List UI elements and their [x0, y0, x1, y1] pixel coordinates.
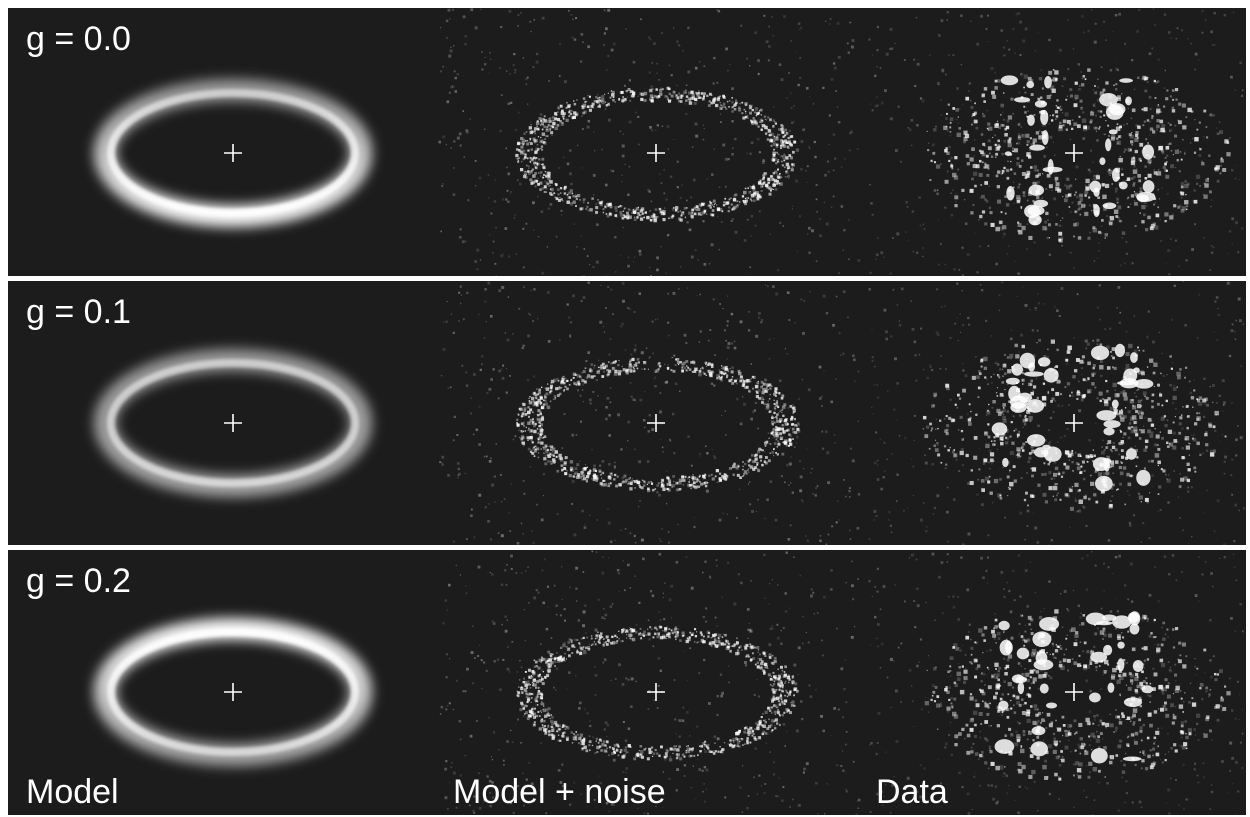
- row-0-panels: [94, 8, 1244, 276]
- noise-ring: [439, 281, 861, 545]
- center-cross-icon: [1065, 683, 1083, 701]
- data-image: [868, 281, 1246, 545]
- model-ring: [107, 359, 359, 487]
- column-label-model-noise: Model + noise: [453, 773, 666, 811]
- noise-ring: [439, 550, 861, 815]
- row-g-0-0: g = 0.0: [8, 8, 1246, 276]
- column-label-data: Data: [876, 773, 948, 811]
- row-label: g = 0.0: [26, 20, 131, 58]
- center-cross-icon: [224, 683, 242, 701]
- row-1-panels: [94, 281, 1246, 545]
- center-cross-icon: [224, 414, 242, 432]
- noise-ring: [438, 8, 861, 276]
- center-cross-icon: [647, 414, 665, 432]
- model-ring: [107, 628, 359, 756]
- data-image: [868, 8, 1244, 276]
- row-g-0-2: g = 0.2 Model Model + noise Data: [8, 550, 1246, 815]
- center-cross-icon: [1065, 414, 1083, 432]
- row-g-0-1: g = 0.1: [8, 281, 1246, 545]
- center-cross-icon: [647, 144, 665, 162]
- row-2-panels: [94, 550, 1244, 815]
- center-cross-icon: [224, 144, 242, 162]
- model-ring: [107, 89, 359, 217]
- data-image: [868, 551, 1244, 815]
- row-label: g = 0.1: [26, 293, 131, 331]
- center-cross-icon: [1065, 144, 1083, 162]
- column-label-model: Model: [26, 773, 119, 811]
- row-label: g = 0.2: [26, 562, 131, 600]
- center-cross-icon: [647, 683, 665, 701]
